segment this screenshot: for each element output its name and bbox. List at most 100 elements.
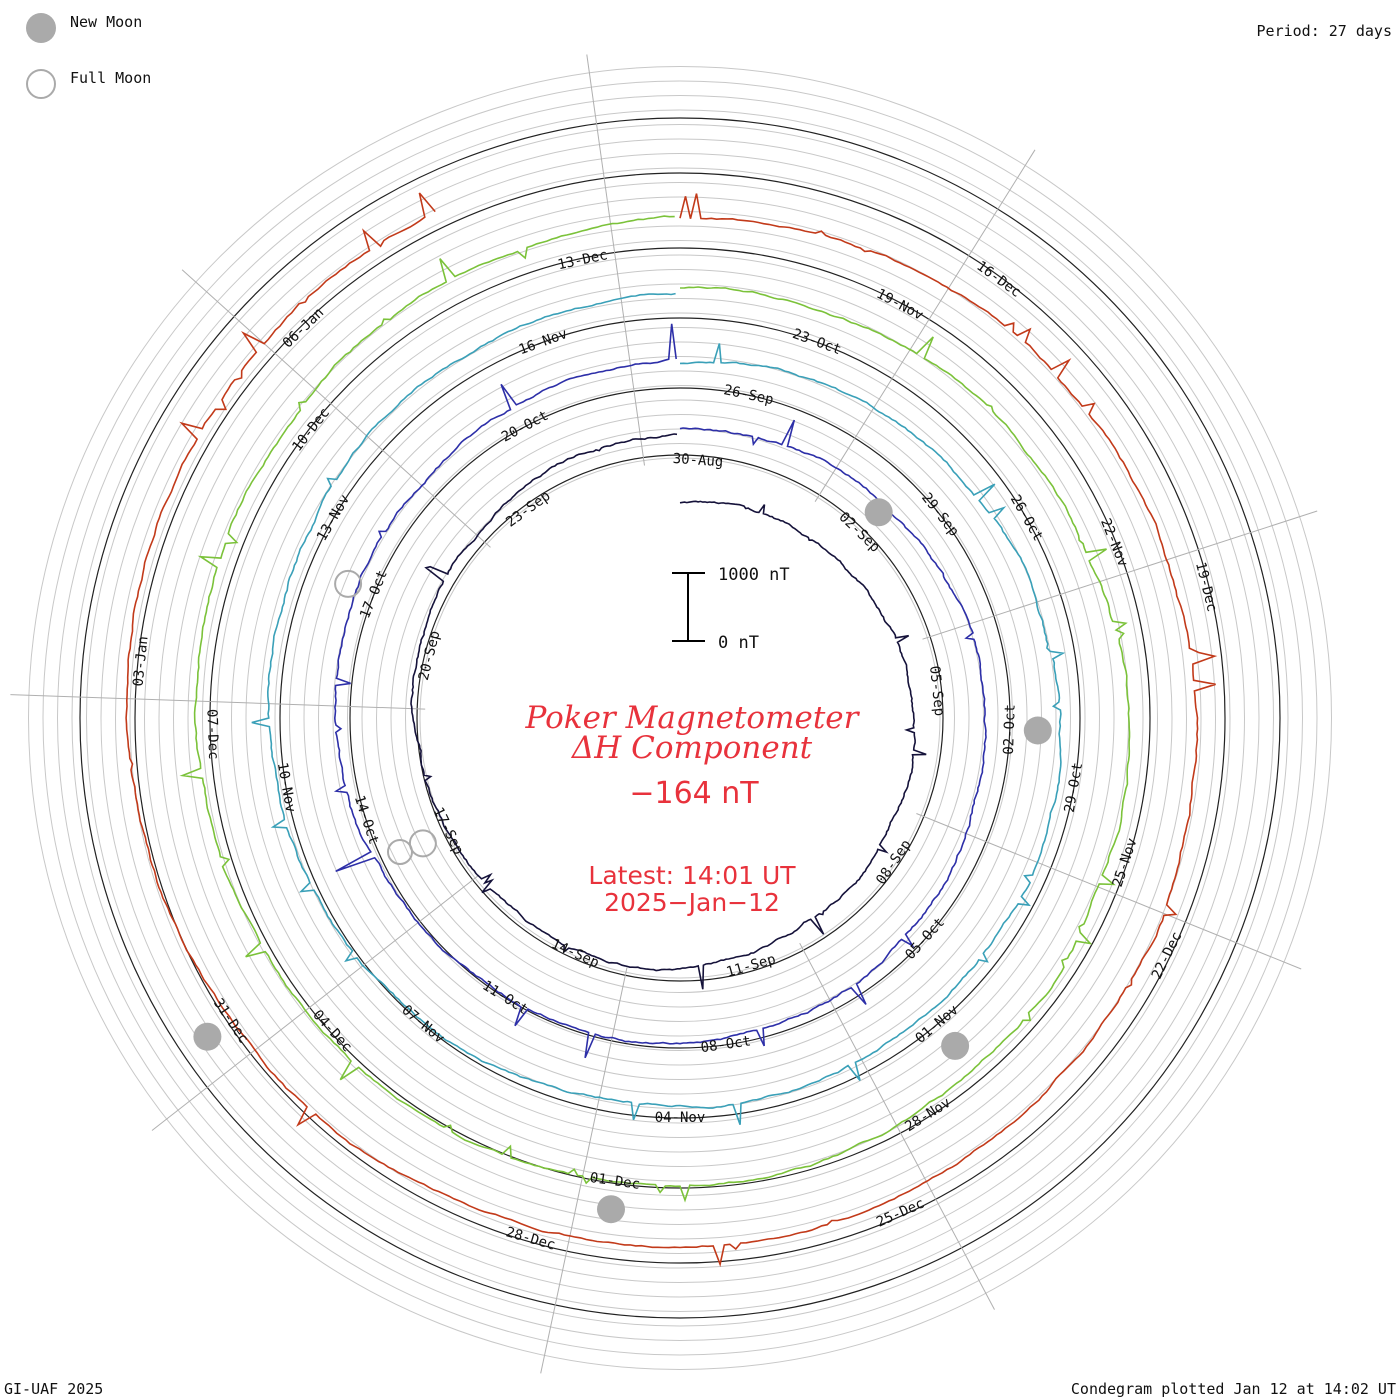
baseline-ring [416, 454, 944, 982]
grid-ring [419, 457, 941, 979]
date-label: 19-Nov [874, 286, 926, 324]
full-moon-marker [408, 829, 437, 858]
date-label: 13-Dec [556, 247, 609, 273]
full-moon-legend-icon [26, 69, 56, 99]
moon-layer [193, 498, 1052, 1224]
grid-ring [129, 167, 1231, 1269]
new-moon-legend-label: New Moon [70, 13, 143, 31]
grid-ring [260, 298, 1100, 1138]
date-label: 10-Dec [289, 405, 333, 455]
grid-ring [187, 225, 1173, 1211]
scale-top-label: 1000 nT [718, 565, 790, 585]
credit-label: GI-UAF 2025 [4, 1380, 104, 1398]
date-label: 25-Dec [874, 1196, 927, 1231]
date-label: 30-Aug [672, 451, 724, 470]
grid-ring [144, 182, 1216, 1254]
chart-title: Poker Magnetometer [525, 700, 861, 736]
date-label: 02-Oct [1001, 704, 1019, 755]
grid-ring [71, 109, 1289, 1327]
new-moon-marker [193, 1022, 222, 1051]
trace-rotation-0 [410, 433, 927, 990]
baseline-ring [79, 117, 1281, 1319]
grid-ring [332, 370, 1028, 1066]
period-label: Period: 27 days [1256, 22, 1392, 40]
grid-ring [245, 283, 1115, 1153]
grid-ring [347, 385, 1013, 1051]
new-moon-marker [941, 1031, 970, 1060]
date-label: 22-Nov [1097, 516, 1131, 569]
grid-ring [289, 327, 1071, 1109]
date-label: 23-Oct [790, 326, 843, 358]
date-label: 13-Nov [314, 492, 353, 544]
date-label: 07-Dec [203, 709, 221, 760]
full-moon-marker [334, 569, 363, 598]
spoke-line [916, 813, 1302, 970]
latest-time: Latest: 14:01 UT [588, 861, 796, 890]
date-label: 29-Oct [1062, 761, 1087, 814]
date-label: 26-Oct [1007, 492, 1046, 544]
current-value: −164 nT [629, 776, 759, 811]
grid-ring [100, 138, 1260, 1298]
scale-bar: 1000 nT 0 nT [672, 565, 790, 653]
grid-ring [158, 196, 1202, 1240]
baseline-ring [279, 317, 1081, 1119]
grid-ring [202, 240, 1158, 1196]
grid-ring [216, 254, 1144, 1182]
grid-layer [28, 66, 1332, 1370]
spoke-line [799, 942, 995, 1310]
full-moon-legend-label: Full Moon [70, 69, 152, 87]
date-label: 16-Nov [517, 326, 570, 358]
new-moon-marker [597, 1195, 625, 1224]
spoke-line [540, 967, 628, 1374]
date-label: 03-Jan [130, 635, 151, 687]
date-label: 04-Dec [309, 1007, 355, 1055]
date-label: 07-Nov [398, 1002, 447, 1047]
grid-ring [42, 80, 1318, 1356]
grid-ring [303, 341, 1057, 1095]
grid-ring [405, 443, 955, 993]
spoke-line [151, 874, 480, 1131]
grid-ring [115, 153, 1245, 1283]
full-moon-marker [387, 839, 413, 865]
trace-rotation-2 [251, 292, 1066, 1125]
date-label: 05-Sep [926, 665, 947, 717]
spoke-line [814, 149, 1036, 502]
spoke-line [10, 694, 426, 710]
date-label: 01-Dec [589, 1170, 641, 1193]
date-label: 04-Nov [655, 1110, 706, 1126]
spoke-line [586, 54, 645, 466]
trace-rotation-4 [125, 192, 1218, 1268]
grid-ring [57, 95, 1303, 1341]
scale-bottom-label: 0 nT [718, 633, 759, 653]
grid-ring [376, 414, 984, 1022]
grid-ring [86, 124, 1274, 1312]
date-label: 08-Oct [700, 1033, 752, 1056]
trace-rotation-3 [179, 215, 1131, 1203]
date-label: 11-Sep [725, 951, 778, 980]
new-moon-marker [1023, 716, 1052, 745]
baseline-ring [349, 387, 1011, 1049]
grid-ring [390, 428, 970, 1008]
grid-ring [28, 66, 1332, 1370]
date-label: 17-Oct [357, 568, 391, 621]
grid-ring [274, 312, 1086, 1124]
date-label: 23-Sep [503, 488, 553, 531]
baseline-ring [134, 172, 1226, 1264]
date-label: 14-Sep [549, 936, 602, 971]
date-label: 28-Dec [504, 1224, 557, 1253]
date-label: 06-Jan [280, 305, 327, 352]
new-moon-legend-icon [26, 13, 56, 43]
grid-ring [361, 399, 999, 1037]
spoke-layer [10, 54, 1318, 1374]
trace-layer [125, 192, 1218, 1268]
plotted-timestamp: Condegram plotted Jan 12 at 14:02 UT [1070, 1380, 1396, 1398]
spoke-line [181, 269, 491, 548]
spoke-line [922, 510, 1318, 640]
date-label: 19-Dec [1192, 560, 1220, 613]
trace-rotation-1 [333, 323, 987, 1059]
new-moon-marker [864, 498, 893, 527]
grid-ring [173, 211, 1187, 1225]
chart-subtitle: ΔH Component [571, 730, 813, 766]
date-label: 20-Sep [416, 629, 444, 682]
